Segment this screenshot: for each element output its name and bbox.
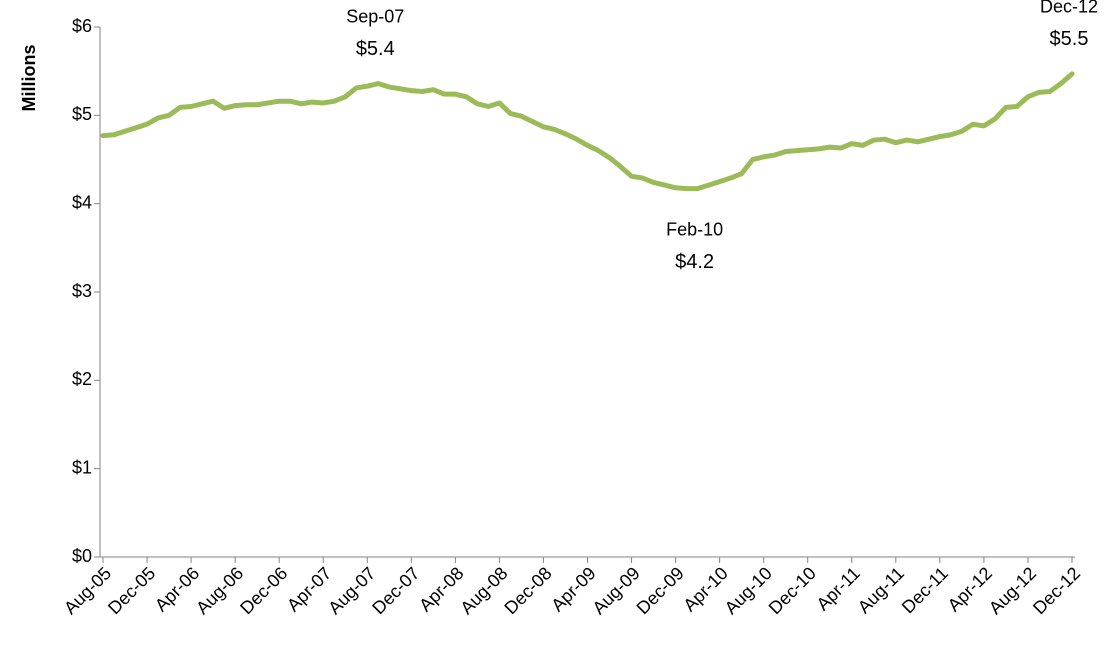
x-tick-label: Dec-09 [633,563,688,618]
annotation-label: Feb-10 [666,219,723,239]
y-tick-label: $2 [72,369,92,389]
x-tick-label: Aug-10 [721,563,776,618]
annotation-value: $5.4 [356,38,395,60]
x-tick-label: Aug-11 [854,563,908,617]
x-tick-label: Dec-08 [500,563,555,618]
x-tick-label: Dec-06 [236,563,291,618]
x-tick-label: Aug-09 [589,563,644,618]
x-tick-label: Dec-11 [898,563,952,617]
x-tick-label: Aug-05 [60,563,115,618]
line [100,71,1075,192]
annotation-label: Dec-12 [1040,0,1098,17]
y-tick-label: $3 [72,281,92,301]
annotation-label: Sep-07 [346,6,404,26]
y-tick-label: $1 [72,457,92,477]
x-tick-label: Dec-05 [104,563,159,618]
annotation-value: $5.5 [1050,28,1089,50]
x-tick-label: Aug-07 [324,563,379,618]
y-axis-label: Millions [19,45,39,112]
y-tick-label: $6 [72,16,92,36]
x-tick-label: Dec-10 [765,563,820,618]
x-tick-label: Aug-12 [985,563,1040,618]
x-tick-label: Dec-12 [1029,563,1084,618]
y-tick-label: $4 [72,192,92,212]
y-tick-label: $0 [72,546,92,566]
x-tick-label: Aug-08 [456,563,511,618]
x-tick-label: Aug-06 [192,563,247,618]
y-tick-label: $5 [72,104,92,124]
annotation-value: $4.2 [675,251,714,273]
x-tick-label: Dec-07 [368,563,423,618]
